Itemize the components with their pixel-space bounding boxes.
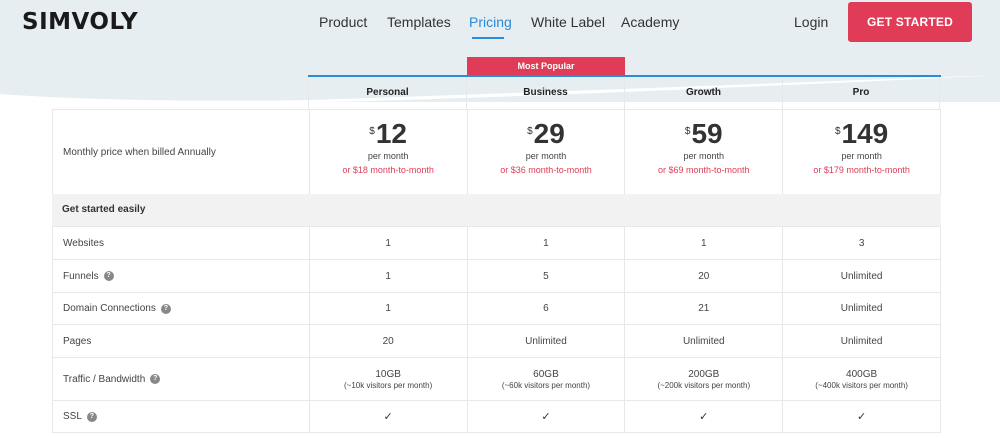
feature-cell: ✓ <box>308 401 467 432</box>
feature-cell: ✓ <box>624 401 782 432</box>
feature-cell: 60GB (~60k visitors per month) <box>466 358 625 400</box>
feature-cell: Unlimited <box>466 325 625 357</box>
per-month-label: per month <box>367 151 409 161</box>
table-top-accent <box>308 75 941 77</box>
feature-cell: Unlimited <box>782 293 940 324</box>
feature-label-text: Pages <box>63 335 92 347</box>
per-month-label: per month <box>525 151 567 161</box>
feature-row-funnels: Funnels? 1 5 20 Unlimited <box>52 259 941 292</box>
bandwidth-value: 60GB <box>533 368 559 380</box>
help-icon[interactable]: ? <box>160 303 171 314</box>
nav-academy[interactable]: Academy <box>621 14 680 30</box>
bandwidth-value: 10GB <box>375 368 401 380</box>
feature-label: Domain Connections? <box>53 293 309 324</box>
site-header <box>0 0 1000 50</box>
feature-label: Traffic / Bandwidth? <box>53 358 309 400</box>
feature-label-text: Domain Connections <box>63 303 156 314</box>
price-cell-pro: $149 per month or $179 month-to-month <box>782 110 940 194</box>
feature-label-text: SSL <box>63 411 82 422</box>
checkmark-icon: ✓ <box>541 410 551 423</box>
bandwidth-value: 400GB <box>846 368 878 380</box>
help-icon[interactable]: ? <box>103 271 114 281</box>
plan-name-pro: Pro <box>782 77 940 109</box>
login-link[interactable]: Login <box>794 14 829 30</box>
get-started-button[interactable]: GET STARTED <box>848 2 972 42</box>
feature-cell: 1 <box>466 227 625 259</box>
price-row-label: Monthly price when billed Annually <box>63 146 216 158</box>
feature-label: Funnels? <box>53 260 309 292</box>
feature-label-text: Funnels <box>63 270 99 282</box>
help-icon[interactable]: ? <box>150 374 161 384</box>
price-row: Monthly price when billed Annually $12 p… <box>52 109 941 194</box>
feature-row-ssl: SSL? ✓ ✓ ✓ ✓ <box>52 400 941 433</box>
visitors-note: (~200k visitors per month) <box>657 380 751 390</box>
checkmark-icon: ✓ <box>857 410 867 423</box>
visitors-note: (~400k visitors per month) <box>815 380 908 390</box>
plan-name-personal: Personal <box>308 77 466 109</box>
feature-cell: Unlimited <box>782 260 940 292</box>
feature-label-text: Websites <box>63 237 104 249</box>
plan-name-growth: Growth <box>624 77 782 109</box>
feature-cell: 20 <box>308 325 467 357</box>
feature-cell: 6 <box>466 293 625 324</box>
nav-white-label[interactable]: White Label <box>531 14 605 30</box>
month-to-month-price: or $179 month-to-month <box>813 165 910 175</box>
feature-cell: ✓ <box>782 401 940 432</box>
section-header-get-started: Get started easily <box>52 194 941 226</box>
feature-label: SSL? <box>53 401 309 432</box>
checkmark-icon: ✓ <box>699 410 709 423</box>
feature-cell: 3 <box>782 227 940 259</box>
visitors-note: (~60k visitors per month) <box>501 380 591 390</box>
feature-cell: 20 <box>624 260 782 292</box>
most-popular-badge: Most Popular <box>467 57 625 75</box>
month-to-month-price: or $18 month-to-month <box>342 165 434 175</box>
price-cell-growth: $59 per month or $69 month-to-month <box>624 110 782 194</box>
feature-cell: 200GB (~200k visitors per month) <box>624 358 782 400</box>
nav-templates[interactable]: Templates <box>387 14 451 30</box>
feature-row-traffic-bandwidth: Traffic / Bandwidth? 10GB (~10k visitors … <box>52 357 941 400</box>
feature-label: Pages <box>53 325 309 357</box>
feature-cell: ✓ <box>466 401 625 432</box>
feature-cell: 10GB (~10k visitors per month) <box>308 358 467 400</box>
currency-symbol: $ <box>527 126 533 137</box>
per-month-label: per month <box>841 151 882 161</box>
feature-cell: 400GB (~400k visitors per month) <box>782 358 940 400</box>
logo[interactable]: SIMVOLY <box>22 9 139 35</box>
nav-pricing[interactable]: Pricing <box>469 14 512 30</box>
visitors-note: (~10k visitors per month) <box>344 380 433 390</box>
feature-row-domain-connections: Domain Connections? 1 6 21 Unlimited <box>52 292 941 324</box>
feature-cell: Unlimited <box>782 325 940 357</box>
feature-cell: 1 <box>308 293 467 324</box>
plan-name-business: Business <box>466 77 624 109</box>
feature-cell: 1 <box>308 260 467 292</box>
month-to-month-price: or $69 month-to-month <box>658 165 750 175</box>
month-to-month-price: or $36 month-to-month <box>500 165 592 175</box>
price-amount: 59 <box>691 118 723 149</box>
per-month-label: per month <box>683 151 725 161</box>
currency-symbol: $ <box>369 126 375 137</box>
plan-header-row: Personal Business Growth Pro <box>308 77 941 109</box>
feature-cell: 21 <box>624 293 782 324</box>
bandwidth-value: 200GB <box>688 368 720 380</box>
feature-row-pages: Pages 20 Unlimited Unlimited Unlimited <box>52 324 941 357</box>
price-amount: 12 <box>375 118 407 149</box>
feature-cell: 1 <box>308 227 467 259</box>
price-amount: 149 <box>841 118 889 149</box>
feature-cell: Unlimited <box>624 325 782 357</box>
feature-cell: 5 <box>466 260 625 292</box>
feature-cell: 1 <box>624 227 782 259</box>
checkmark-icon: ✓ <box>383 410 393 423</box>
currency-symbol: $ <box>834 126 841 137</box>
feature-label-text: Traffic / Bandwidth <box>63 373 146 385</box>
currency-symbol: $ <box>684 126 691 137</box>
price-cell-personal: $12 per month or $18 month-to-month <box>308 110 467 194</box>
price-amount: 29 <box>533 118 565 149</box>
price-cell-business: $29 per month or $36 month-to-month <box>466 110 625 194</box>
nav-active-indicator <box>472 37 504 39</box>
feature-label: Websites <box>53 227 309 259</box>
nav-product[interactable]: Product <box>319 14 368 30</box>
help-icon[interactable]: ? <box>86 411 97 422</box>
feature-row-websites: Websites 1 1 1 3 <box>52 226 941 259</box>
